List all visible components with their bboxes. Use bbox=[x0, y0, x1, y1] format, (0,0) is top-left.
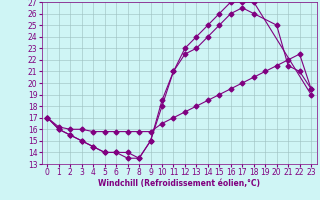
X-axis label: Windchill (Refroidissement éolien,°C): Windchill (Refroidissement éolien,°C) bbox=[98, 179, 260, 188]
